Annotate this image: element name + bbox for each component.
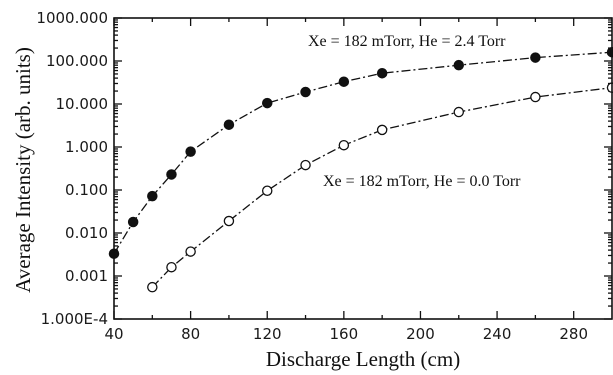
x-tick-label: 160 <box>330 325 359 343</box>
data-point-open <box>338 139 350 151</box>
y-tick-label: 10.000 <box>56 95 109 113</box>
data-point-open <box>376 124 388 136</box>
data-point-open <box>261 185 273 197</box>
y-tick-label: 0.100 <box>65 181 108 199</box>
data-point-filled <box>185 146 196 157</box>
y-axis-label: Average Intensity (arb. units) <box>11 47 35 293</box>
y-tick-label: 1.000E-4 <box>41 310 108 328</box>
data-point-open <box>530 91 541 103</box>
x-tick-label: 120 <box>253 325 282 343</box>
y-tick-label: 0.001 <box>65 267 108 285</box>
x-tick-label: 80 <box>181 325 200 343</box>
data-point-filled <box>147 190 158 202</box>
x-axis-label: Discharge Length (cm) <box>266 347 460 371</box>
y-tick-label: 0.010 <box>65 224 108 242</box>
x-tick-label: 280 <box>559 325 588 343</box>
data-point-open <box>185 246 196 257</box>
data-point-filled <box>530 52 541 63</box>
y-tick-label: 1.000 <box>65 138 108 156</box>
data-point-open <box>453 106 465 118</box>
data-point-open <box>223 215 235 227</box>
plot-frame <box>113 17 613 320</box>
data-point-filled <box>127 216 139 228</box>
data-point-filled <box>338 76 350 87</box>
annotation-he-0-0: Xe = 182 mTorr, He = 0.0 Torr <box>323 173 521 190</box>
data-point-filled <box>376 67 388 79</box>
data-point-filled <box>223 119 235 130</box>
x-tick-label: 200 <box>406 325 435 343</box>
data-point-filled <box>300 86 311 98</box>
data-point-open <box>166 261 177 273</box>
data-series <box>108 46 613 293</box>
x-tick-label: 240 <box>483 325 512 343</box>
annotation-he-2-4: Xe = 182 mTorr, He = 2.4 Torr <box>308 33 506 50</box>
data-point-open <box>147 281 158 293</box>
y-tick-label: 1000.000 <box>36 9 108 27</box>
data-point-filled <box>453 59 465 71</box>
x-tick-label: 40 <box>104 325 123 343</box>
y-tick-label: 100.000 <box>46 52 108 70</box>
data-point-filled <box>166 169 177 180</box>
data-point-open <box>300 159 311 171</box>
data-point-filled <box>261 97 273 109</box>
